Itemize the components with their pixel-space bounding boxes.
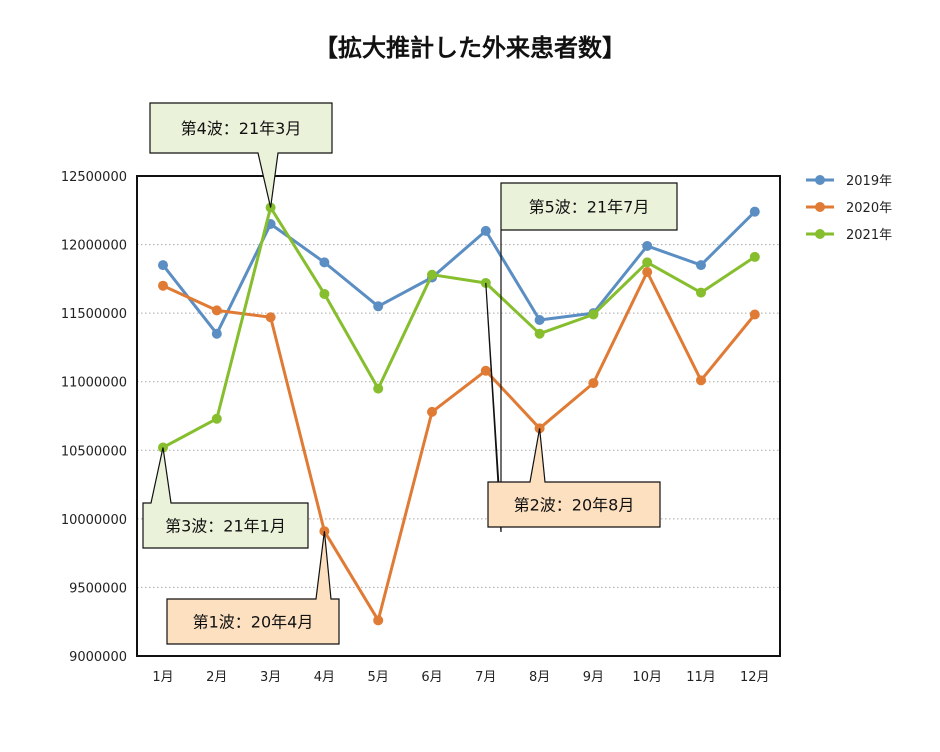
plot-frame bbox=[136, 175, 781, 657]
data-point bbox=[749, 251, 760, 262]
y-tick-label: 9000000 bbox=[69, 650, 127, 665]
x-tick-label: 9月 bbox=[583, 670, 604, 685]
callout-label: 第1波：20年4月 bbox=[193, 613, 314, 632]
legend-marker bbox=[815, 229, 825, 239]
legend-marker bbox=[815, 202, 825, 212]
y-tick-label: 10500000 bbox=[61, 444, 127, 459]
data-point bbox=[749, 309, 760, 320]
series-line bbox=[162, 270, 756, 622]
x-tick-label: 8月 bbox=[529, 670, 550, 685]
y-axis-ticks: 9000000 9500000 10000000 10500000 11000000 11… bbox=[61, 170, 127, 665]
series-2 bbox=[158, 267, 760, 626]
callout-label: 第2波：20年8月 bbox=[514, 496, 635, 515]
x-axis-ticks: 1月 2月 3月 4月 5月 6月 7月 8月 9月 10月 11月 12月 bbox=[152, 670, 769, 685]
x-tick-label: 5月 bbox=[368, 670, 389, 685]
x-tick-label: 7月 bbox=[475, 670, 496, 685]
y-tick-label: 12500000 bbox=[61, 170, 127, 185]
callout: 第5波：21年7月 bbox=[485, 182, 678, 533]
callout-label: 第3波：21年1月 bbox=[165, 517, 286, 536]
y-tick-label: 12000000 bbox=[61, 239, 127, 254]
data-point bbox=[696, 287, 706, 298]
legend-label: 2021年 bbox=[846, 228, 892, 243]
data-point bbox=[373, 615, 384, 626]
legend-item: 2019年 bbox=[806, 174, 892, 189]
legend: 2019年 2020年 2021年 bbox=[806, 174, 892, 243]
y-tick-label: 9500000 bbox=[69, 581, 127, 596]
data-point bbox=[642, 267, 653, 277]
data-point bbox=[427, 269, 437, 280]
data-point bbox=[158, 260, 168, 271]
legend-label: 2019年 bbox=[846, 174, 892, 189]
x-tick-label: 1月 bbox=[152, 670, 173, 685]
callout-box bbox=[166, 531, 340, 645]
x-tick-label: 6月 bbox=[421, 670, 442, 685]
data-point bbox=[211, 328, 222, 339]
callout: 第1波：20年4月 bbox=[166, 531, 340, 645]
series-line bbox=[162, 206, 756, 449]
data-point bbox=[749, 206, 760, 217]
data-point bbox=[480, 225, 491, 236]
callout: 第4波：21年3月 bbox=[149, 102, 333, 208]
data-point bbox=[373, 301, 384, 312]
legend-item: 2021年 bbox=[806, 228, 892, 243]
x-tick-label: 11月 bbox=[686, 670, 716, 685]
data-point bbox=[588, 309, 599, 320]
callout-box bbox=[485, 182, 678, 533]
data-point bbox=[696, 260, 706, 271]
callout-box bbox=[149, 102, 333, 208]
legend-marker bbox=[815, 175, 825, 185]
data-point bbox=[158, 280, 168, 291]
data-point bbox=[534, 315, 545, 325]
data-point bbox=[265, 312, 276, 323]
data-point bbox=[373, 383, 384, 394]
y-tick-label: 11000000 bbox=[61, 376, 127, 391]
chart-title: 【拡大推計した外来患者数】 bbox=[314, 34, 626, 62]
series-group bbox=[158, 202, 760, 626]
data-point bbox=[534, 328, 545, 339]
callout: 第2波：20年8月 bbox=[487, 428, 661, 528]
data-point bbox=[696, 375, 706, 386]
x-tick-label: 3月 bbox=[260, 670, 281, 685]
x-tick-label: 10月 bbox=[632, 670, 662, 685]
y-tick-label: 11500000 bbox=[61, 307, 127, 322]
data-point bbox=[480, 365, 491, 376]
data-point bbox=[319, 257, 330, 268]
legend-label: 2020年 bbox=[846, 201, 892, 216]
x-tick-label: 12月 bbox=[740, 670, 770, 685]
callout-box bbox=[142, 447, 309, 549]
legend-item: 2020年 bbox=[806, 201, 892, 216]
callout-label: 第5波：21年7月 bbox=[529, 198, 650, 217]
data-point bbox=[211, 305, 222, 316]
data-point bbox=[642, 257, 653, 268]
data-point bbox=[588, 378, 599, 389]
x-tick-label: 4月 bbox=[314, 670, 335, 685]
x-tick-label: 2月 bbox=[206, 670, 227, 685]
data-point bbox=[211, 413, 222, 424]
data-point bbox=[427, 406, 437, 417]
callout: 第3波：21年1月 bbox=[142, 447, 309, 549]
callout-label: 第4波：21年3月 bbox=[181, 119, 302, 138]
gridlines bbox=[137, 244, 780, 588]
callout-box bbox=[487, 428, 661, 528]
series-3 bbox=[158, 202, 760, 453]
data-point bbox=[319, 288, 330, 299]
data-point bbox=[642, 240, 653, 251]
y-tick-label: 10000000 bbox=[61, 513, 127, 528]
